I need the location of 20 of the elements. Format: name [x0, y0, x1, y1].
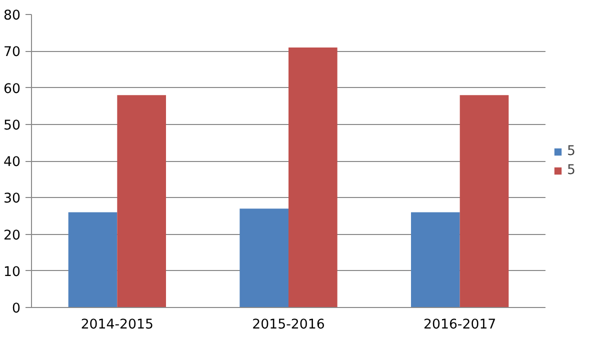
y-tick-label: 20 — [4, 228, 21, 244]
y-tick-label: 30 — [4, 192, 21, 207]
bar — [411, 212, 460, 308]
y-tick-label: 70 — [4, 45, 21, 60]
bar — [240, 208, 288, 308]
legend-label: 5 — [567, 144, 576, 158]
x-tick-label: 2015-2016 — [252, 318, 325, 332]
x-tick-label: 2014-2015 — [80, 318, 154, 332]
bar — [288, 47, 338, 308]
y-tick-label: 50 — [4, 118, 21, 134]
y-tick-label: 80 — [4, 8, 21, 24]
x-tick-label: 2016-2017 — [424, 318, 496, 332]
y-tick-label: 60 — [4, 82, 21, 97]
bar — [117, 95, 166, 308]
y-tick-label: 10 — [4, 264, 21, 280]
legend-label: 5 — [567, 162, 576, 178]
bar — [460, 95, 509, 308]
y-tick-label: 0 — [12, 302, 21, 316]
y-tick-label: 40 — [4, 155, 21, 170]
bar — [68, 212, 118, 308]
